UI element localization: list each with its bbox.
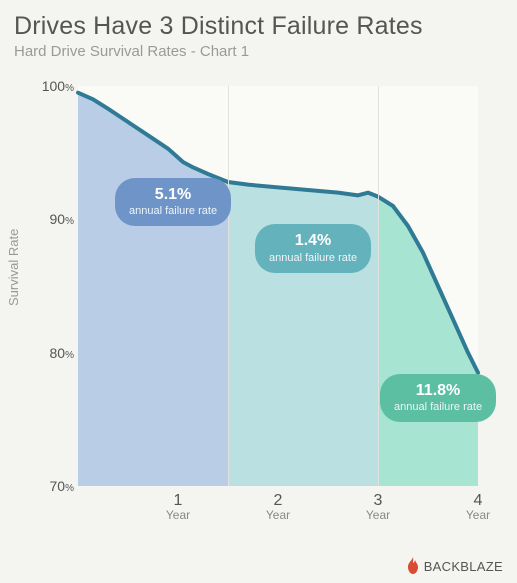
chart-container: Drives Have 3 Distinct Failure Rates Har… xyxy=(0,0,517,583)
gridline xyxy=(228,86,229,486)
chart-area: Survival Rate 5.1%annual failure rate 1.4… xyxy=(0,76,517,544)
y-tick: 100% xyxy=(40,78,74,94)
region-fill xyxy=(78,93,228,486)
gridline xyxy=(378,86,379,486)
flame-icon xyxy=(406,557,420,575)
x-tick: 1Year xyxy=(166,492,190,522)
chart-title: Drives Have 3 Distinct Failure Rates xyxy=(0,0,517,43)
y-tick: 70% xyxy=(40,478,74,494)
x-tick: 4Year xyxy=(466,492,490,522)
y-axis-label: Survival Rate xyxy=(6,229,21,306)
annotation-badge: 11.8%annual failure rate xyxy=(380,374,496,423)
plot-area: 5.1%annual failure rate 1.4%annual failur… xyxy=(78,86,478,486)
brand-footer: BACKBLAZE xyxy=(406,557,503,575)
brand-text: BACKBLAZE xyxy=(424,559,503,574)
x-tick: 2Year xyxy=(266,492,290,522)
y-tick: 90% xyxy=(40,211,74,227)
x-tick: 3Year xyxy=(366,492,390,522)
y-tick: 80% xyxy=(40,345,74,361)
annotation-badge: 1.4%annual failure rate xyxy=(255,224,371,273)
chart-subtitle: Hard Drive Survival Rates - Chart 1 xyxy=(0,43,517,68)
annotation-badge: 5.1%annual failure rate xyxy=(115,178,231,227)
